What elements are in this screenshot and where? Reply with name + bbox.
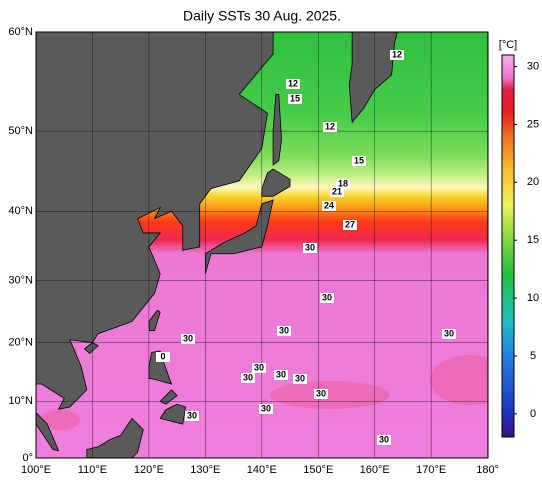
contour-label-box: [377, 435, 391, 445]
colorbar-tick-label: 25: [527, 118, 539, 130]
contour-label: 12: [288, 78, 298, 88]
contour-label-box: [330, 187, 344, 197]
contour-label-box: [156, 352, 170, 362]
contour-label: 30: [379, 434, 389, 444]
contour-label: 30: [261, 403, 271, 413]
lon-tick-label: 130°E: [190, 464, 220, 476]
lat-tick-label: 0°: [22, 452, 33, 464]
warm-patch: [270, 381, 390, 409]
colorbar-tick-label: 20: [527, 176, 539, 188]
lat-tick-label: 50°N: [8, 125, 33, 137]
lon-tick-label: 150°E: [303, 464, 333, 476]
contour-label: 30: [187, 410, 197, 420]
contour-label: 15: [354, 155, 364, 165]
contour-label: 30: [276, 369, 286, 379]
contour-label: 30: [243, 372, 253, 382]
contour-label: 27: [345, 219, 355, 229]
contour-label-box: [322, 201, 336, 211]
lat-tick-label: 60°N: [8, 26, 33, 38]
lat-tick-label: 30°N: [8, 274, 33, 286]
contour-label: 30: [444, 328, 454, 338]
colorbar-tick-label: 30: [527, 60, 539, 72]
contour-label: 12: [325, 121, 335, 131]
colorbar-tick-label: 10: [527, 292, 539, 304]
contour-label-box: [259, 404, 273, 414]
contour-label-box: [288, 94, 302, 104]
map-title: Daily SSTs 30 Aug. 2025.: [183, 8, 341, 24]
colorbar-tick-label: 15: [527, 234, 539, 246]
land: [159, 389, 178, 405]
lon-tick-label: 120°E: [134, 464, 164, 476]
lat-tick-label: 20°N: [8, 337, 33, 349]
contour-label: 0: [160, 351, 165, 361]
land: [159, 403, 187, 425]
lon-tick-label: 110°E: [78, 464, 107, 476]
lon-tick-label: 180°: [476, 464, 499, 476]
land: [348, 32, 398, 124]
contour-label: 12: [392, 49, 402, 59]
land: [204, 199, 274, 274]
contour-label-box: [293, 374, 307, 384]
contour-label-box: [320, 293, 334, 303]
contour-label-box: [390, 50, 404, 60]
contour-label: 18: [338, 178, 348, 188]
contour-label-box: [336, 179, 350, 189]
contour-label-box: [286, 79, 300, 89]
contour-label: 30: [295, 373, 305, 383]
land: [86, 417, 144, 458]
colorbar: [501, 54, 515, 438]
lon-tick-label: 170°E: [416, 464, 446, 476]
contour-label-box: [352, 156, 366, 166]
contour-label-box: [343, 220, 357, 230]
contour-label-box: [277, 326, 291, 336]
lon-tick-label: 140°E: [247, 464, 277, 476]
warm-patch: [40, 410, 80, 430]
contour-label: 21: [332, 186, 342, 196]
lon-tick-label: 100°E: [21, 464, 51, 476]
lon-tick-label: 160°E: [360, 464, 390, 476]
warm-patch: [430, 355, 488, 405]
contour-label: 30: [279, 325, 289, 335]
contour-label: 30: [305, 242, 315, 252]
contour-label: 30: [183, 333, 193, 343]
contour-label-box: [303, 243, 317, 253]
colorbar-tick-label: 5: [530, 350, 536, 362]
contour-label: 24: [324, 200, 334, 210]
contour-label-box: [323, 122, 337, 132]
contour-label-box: [314, 389, 328, 399]
contour-label: 30: [322, 292, 332, 302]
lat-tick-label: 10°N: [8, 395, 33, 407]
map-area: [36, 32, 488, 458]
colorbar-unit: [°C]: [499, 39, 517, 51]
contour-label-box: [252, 363, 266, 373]
colorbar-tick-label: 0: [530, 408, 536, 420]
contour-label-box: [185, 411, 199, 421]
contour-label: 30: [316, 388, 326, 398]
contour-label-box: [442, 329, 456, 339]
land: [83, 342, 99, 355]
map-frame: [35, 31, 489, 459]
lat-tick-label: 40°N: [8, 205, 33, 217]
contour-label-box: [241, 373, 255, 383]
land: [261, 168, 291, 197]
contour-label: 15: [290, 93, 300, 103]
contour-label-box: [274, 370, 288, 380]
contour-label-box: [181, 334, 195, 344]
contour-label: 30: [254, 362, 264, 372]
land: [36, 412, 60, 452]
